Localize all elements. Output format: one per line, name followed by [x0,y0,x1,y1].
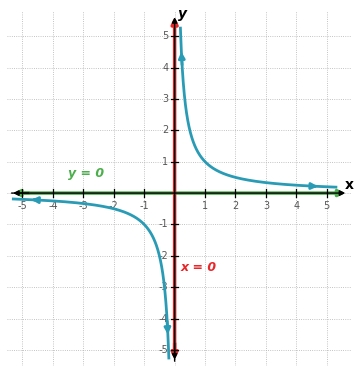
Text: y = 0: y = 0 [68,167,104,181]
Text: -2: -2 [109,201,119,211]
Text: 5: 5 [162,31,169,41]
Text: -5: -5 [18,201,28,211]
Text: 5: 5 [324,201,330,211]
Text: 3: 3 [163,94,169,104]
Text: -5: -5 [159,345,169,355]
Text: -4: -4 [159,313,169,323]
Text: 2: 2 [232,201,239,211]
Text: 4: 4 [293,201,299,211]
Text: y: y [178,7,187,21]
Text: 1: 1 [202,201,208,211]
Text: -4: -4 [48,201,58,211]
Text: 2: 2 [162,125,169,135]
Text: 1: 1 [163,157,169,167]
Text: -1: -1 [159,219,169,229]
Text: -2: -2 [159,251,169,261]
Text: 4: 4 [163,63,169,73]
Text: x = 0: x = 0 [181,261,217,275]
Text: -3: -3 [79,201,88,211]
Text: -3: -3 [159,282,169,292]
Text: x: x [345,178,354,192]
Text: -1: -1 [139,201,149,211]
Text: 3: 3 [263,201,269,211]
